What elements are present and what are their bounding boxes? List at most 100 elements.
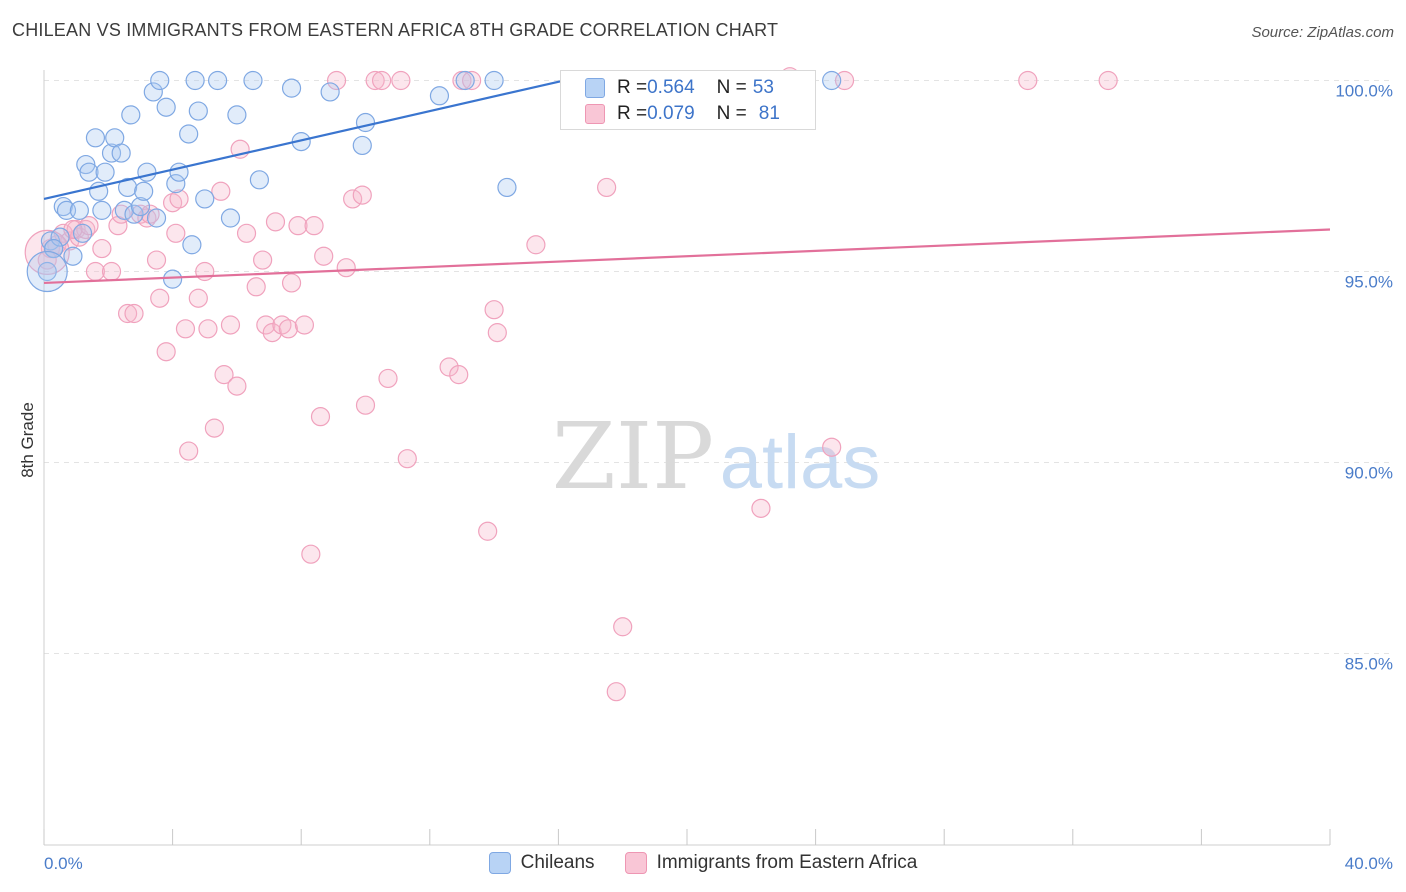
data-point-chileans [497,177,517,198]
data-point-chileans [243,70,263,91]
data-point-immigrants [355,395,376,415]
trend-lines [43,75,1331,285]
data-point-chileans [130,196,151,217]
stats-n-label: N = [716,103,747,124]
data-point-immigrants [613,617,633,637]
stats-r-value: 0.564 [647,77,695,98]
data-point-immigrants [439,357,459,377]
data-point-chileans [143,82,163,102]
data-point-chileans [185,70,205,91]
tick-labels: 85.0% 90.0% 95.0% 100.0% 0.0% 40.0% [44,82,1393,874]
data-point-chileans [220,208,241,228]
data-point-chileans [208,70,228,91]
data-point-immigrants [156,342,176,362]
y-tick-label: 90.0% [1345,464,1393,483]
data-point-immigrants [117,303,138,324]
x-tick-label: 40.0% [1345,854,1393,873]
data-point-immigrants [526,235,546,255]
data-point-chileans [44,238,64,259]
trend-line-immigrants [43,228,1331,285]
data-point-immigrants [478,521,498,541]
data-point-chileans [484,70,504,91]
data-point-immigrants [211,181,231,201]
chart-title: CHILEAN VS IMMIGRANTS FROM EASTERN AFRIC… [12,20,779,40]
data-point-immigrants [85,261,106,282]
data-point-chileans [69,200,89,220]
data-point-immigrants [253,250,273,270]
data-point-chileans [166,174,186,194]
data-point-chileans [146,208,167,228]
data-point-immigrants [751,498,771,518]
data-point-immigrants [822,437,842,457]
y-tick-label: 100.0% [1335,82,1393,101]
data-point-chileans [195,189,215,209]
data-point-chileans [320,82,340,102]
data-point-immigrants [343,189,363,209]
blue-swatch-icon [488,852,511,874]
data-point-immigrants [175,319,196,339]
data-point-immigrants [246,277,266,297]
legend-item-immigrants[interactable]: Immigrants from Eastern Africa [624,852,918,874]
data-point-immigrants [195,261,215,282]
data-point-immigrants [188,288,208,308]
data-point-chileans [249,170,270,190]
data-point-immigrants [310,407,331,427]
data-point-immigrants [365,70,385,91]
data-point-chileans [455,70,475,91]
data-point-immigrants [236,223,257,243]
data-point-immigrants [256,315,276,335]
data-point-chileans [101,143,122,163]
data-point-chileans [79,162,99,182]
data-point-immigrants [397,449,417,469]
data-point-immigrants [79,216,99,236]
data-point-immigrants [220,315,241,335]
watermark-atlas: atlas [720,420,881,505]
bottom-legend: Chileans Immigrants from Eastern Africa [0,852,1406,874]
data-point-immigrants [336,258,356,278]
data-point-chileans [227,105,247,125]
data-point-immigrants [352,185,372,205]
y-tick-label: 95.0% [1345,273,1393,292]
data-point-immigrants [304,216,324,236]
data-point-immigrants [92,238,112,259]
data-point-immigrants [281,273,302,293]
stats-r-label: R = [617,77,648,98]
y-axis-label: 8th Grade [18,402,37,478]
data-point-chileans [352,135,372,156]
data-point-immigrants [146,250,167,270]
legend-item-chileans[interactable]: Chileans [488,852,595,874]
data-point-immigrants [262,323,282,343]
stats-r-label: R = [617,103,648,124]
data-point-chileans [117,177,138,198]
data-point-immigrants [124,303,144,324]
data-point-chileans [163,269,183,289]
data-point-immigrants [461,70,482,91]
grid-lines [44,80,1392,654]
legend-label: Immigrants from Eastern Africa [656,852,918,873]
data-point-immigrants [597,177,617,198]
data-point-chileans [355,112,376,133]
data-point-chileans [429,86,450,106]
data-point-chileans [85,128,106,148]
data-point-chileans [179,124,199,144]
stats-row-immigrants: R = 0.079 N = 81 [585,101,780,127]
data-point-chileans [26,250,68,293]
data-point-chileans [134,181,154,201]
data-point-immigrants [449,365,469,385]
series-immigrants-eastern-africa [24,67,1118,702]
stats-row-chileans: R = 0.564 N = 53 [585,75,774,101]
data-point-immigrants [1098,70,1118,91]
data-point-chileans [114,200,134,220]
blue-swatch-icon [585,78,605,98]
x-tick-label: 0.0% [44,854,83,873]
data-point-immigrants [378,368,398,389]
data-point-immigrants [371,70,392,91]
data-point-chileans [150,70,170,91]
data-point-chileans [92,200,112,220]
data-point-chileans [822,70,842,91]
data-point-chileans [95,162,115,182]
data-point-immigrants [314,246,334,266]
stats-n-label: N = [716,77,747,98]
data-point-immigrants [487,323,507,343]
